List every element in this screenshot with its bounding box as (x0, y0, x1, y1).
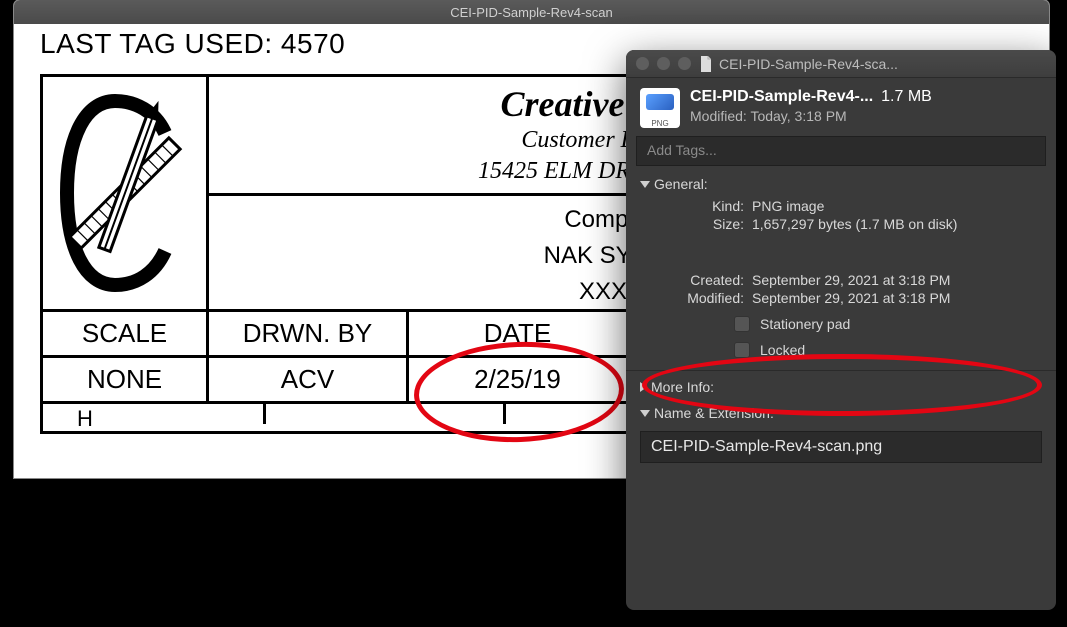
size-label: Size: (658, 216, 744, 232)
disclosure-triangle-icon[interactable] (640, 181, 650, 188)
section-more-info: More Info: (626, 371, 1056, 399)
grid-header-date: DATE (409, 309, 629, 355)
created-value: September 29, 2021 at 3:18 PM (752, 272, 1042, 288)
kind-label: Kind: (658, 198, 744, 214)
stationery-label: Stationery pad (760, 316, 850, 332)
file-thumbnail-icon: PNG (640, 88, 680, 128)
thumb-badge: PNG (651, 119, 668, 128)
disclosure-triangle-icon[interactable] (640, 410, 650, 417)
document-titlebar[interactable]: CEI-PID-Sample-Rev4-scan (14, 0, 1049, 24)
stationery-checkbox-row[interactable]: Stationery pad (734, 316, 1042, 332)
info-modified-label: Modified: (690, 108, 747, 124)
modified-label: Modified: (658, 290, 744, 306)
grid-value-scale: NONE (43, 355, 209, 401)
locked-label: Locked (760, 342, 805, 358)
checkbox-icon[interactable] (734, 316, 750, 332)
document-icon (699, 56, 713, 72)
section-name-ext: Name & Extension: (626, 399, 1056, 425)
traffic-lights[interactable] (636, 57, 691, 70)
grid-header-drwnby: DRWN. BY (209, 309, 409, 355)
tags-placeholder: Add Tags... (647, 142, 717, 158)
kind-value: PNG image (752, 198, 1042, 214)
get-info-window: CEI-PID-Sample-Rev4-sca... PNG CEI-PID-S… (626, 50, 1056, 610)
info-modified-line: Modified: Today, 3:18 PM (690, 108, 1042, 124)
info-window-title: CEI-PID-Sample-Rev4-sca... (719, 56, 898, 72)
section-general-label: General: (654, 176, 708, 192)
grid-value-date: 2/25/19 (409, 355, 629, 401)
info-modified-value: Today, 3:18 PM (750, 108, 846, 124)
minimize-icon[interactable] (657, 57, 670, 70)
locked-checkbox-row[interactable]: Locked (734, 342, 1042, 358)
section-name-ext-header[interactable]: Name & Extension: (640, 405, 1042, 421)
tags-input[interactable]: Add Tags... (636, 136, 1046, 166)
section-more-info-label: More Info: (651, 379, 714, 395)
info-file-name: CEI-PID-Sample-Rev4-... (690, 88, 873, 106)
section-general-header[interactable]: General: (640, 176, 1042, 192)
info-titlebar[interactable]: CEI-PID-Sample-Rev4-sca... (626, 50, 1056, 78)
name-extension-input[interactable]: CEI-PID-Sample-Rev4-scan.png (640, 431, 1042, 463)
h-mark: H (77, 406, 93, 432)
close-icon[interactable] (636, 57, 649, 70)
document-title: CEI-PID-Sample-Rev4-scan (450, 5, 613, 20)
grid-value-drwnby: ACV (209, 355, 409, 401)
grid-header-scale: SCALE (43, 309, 209, 355)
modified-value: September 29, 2021 at 3:18 PM (752, 290, 1042, 306)
info-header: PNG CEI-PID-Sample-Rev4-... 1.7 MB Modif… (626, 78, 1056, 136)
created-label: Created: (658, 272, 744, 288)
logo-cell (43, 77, 209, 309)
size-value: 1,657,297 bytes (1.7 MB on disk) (752, 216, 1042, 232)
section-name-ext-label: Name & Extension: (654, 405, 774, 421)
info-file-size: 1.7 MB (873, 88, 932, 106)
section-more-info-header[interactable]: More Info: (640, 379, 1042, 395)
last-tag-value: 4570 (281, 28, 345, 59)
section-general: General: Kind: PNG image Size: 1,657,297… (626, 166, 1056, 362)
checkbox-icon[interactable] (734, 342, 750, 358)
disclosure-triangle-icon[interactable] (640, 382, 647, 392)
last-tag-label: LAST TAG USED: (40, 28, 273, 59)
company-logo-icon (55, 93, 195, 293)
zoom-icon[interactable] (678, 57, 691, 70)
name-extension-value: CEI-PID-Sample-Rev4-scan.png (651, 438, 882, 455)
